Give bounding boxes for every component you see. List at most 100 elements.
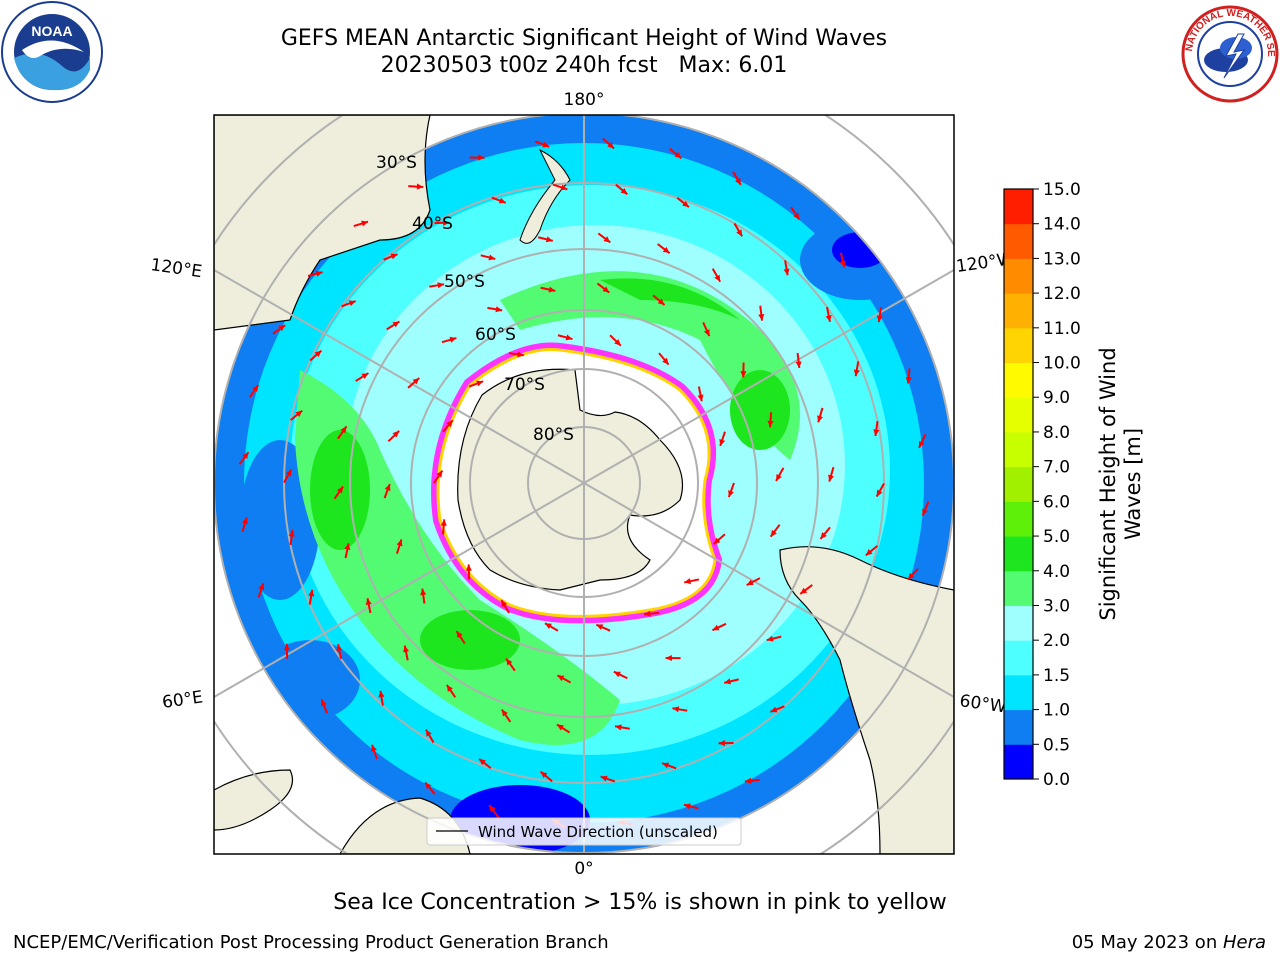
wave-direction-arrowhead	[719, 438, 726, 446]
wave-direction-arrowhead	[825, 315, 832, 322]
lon-label-0: 0°	[574, 859, 593, 879]
noaa-logo: NOAA	[1, 1, 103, 103]
wave-direction-arrowhead	[283, 643, 290, 651]
wave-direction-arrowhead	[288, 530, 295, 537]
colorbar-tick-label: 8.0	[1043, 423, 1070, 443]
svg-text:NOAA: NOAA	[31, 23, 72, 39]
colorbar-tick-label: 3.0	[1043, 596, 1070, 616]
colorbar-label-line1: Significant Height of Wind	[1096, 347, 1120, 620]
wave-direction-arrowhead	[674, 151, 682, 159]
colorbar-tick-label: 10.0	[1043, 354, 1081, 374]
colorbar-segment	[1004, 223, 1033, 259]
wave-direction-arrowhead	[308, 589, 315, 597]
wave-direction-arrowhead	[446, 684, 453, 692]
wave-direction-arrowhead	[252, 384, 259, 392]
colorbar-segments	[1004, 189, 1033, 780]
colorbar-tick-label: 1.5	[1043, 666, 1070, 686]
wave-direction-arrowhead	[371, 744, 377, 752]
colorbar-tick-label: 11.0	[1043, 319, 1081, 339]
wave-direction-arrowhead	[498, 197, 506, 204]
lat-label-70s: 70°S	[504, 375, 545, 395]
wave-direction-arrowhead	[783, 268, 790, 276]
colorbar-segment	[1004, 397, 1033, 433]
wave-direction-arrowhead	[517, 351, 524, 358]
colorbar-tick-label: 1.0	[1043, 701, 1070, 721]
wave-direction-arrowhead	[560, 184, 568, 191]
wave-direction-arrowhead	[600, 775, 608, 782]
wave-direction-arrowhead	[340, 426, 347, 434]
wave-direction-arrowhead	[392, 321, 400, 328]
wave-direction-arrowhead	[314, 350, 322, 358]
wave-direction-arrowhead	[776, 473, 782, 481]
lon-label-180: 180°	[564, 90, 605, 110]
colorbar: 0.0 0.5 1.0 1.5 2.0 3.0 4.0 5.0 6.0 7.0 8.0 9.0 10.0…	[1003, 180, 1145, 790]
colorbar-frame	[1003, 188, 1034, 780]
wave-direction-arrowhead	[548, 286, 556, 293]
legend-label: Wind Wave Direction (unscaled)	[478, 823, 718, 841]
colorbar-tick-label: 12.0	[1043, 284, 1081, 304]
wave-direction-arrowhead	[712, 624, 720, 631]
wave-direction-arrowhead	[603, 236, 611, 243]
lat-label-60s: 60°S	[475, 325, 516, 345]
wave-direction-arrowhead	[437, 282, 445, 289]
wave-direction-arrowhead	[242, 517, 248, 525]
colorbar-segment	[1004, 744, 1033, 780]
map-legend: Wind Wave Direction (unscaled)	[426, 817, 742, 846]
wave-direction-arrowhead	[557, 675, 565, 682]
lon-label-120e: 120°E	[149, 255, 203, 282]
wave-direction-arrowhead	[545, 236, 553, 243]
wave-direction-arrowhead	[828, 474, 834, 482]
colorbar-segment	[1004, 709, 1033, 745]
wave-direction-arrowhead	[295, 410, 303, 417]
colorbar-label-line2: Waves [m]	[1121, 428, 1145, 540]
colorbar-ticks: 0.0 0.5 1.0 1.5 2.0 3.0 4.0 5.0 6.0 7.0 8.0 9.0 10.0…	[1033, 180, 1081, 790]
colorbar-tick-label: 2.0	[1043, 631, 1070, 651]
wave-direction-arrowhead	[703, 329, 710, 337]
colorbar-segment	[1004, 258, 1033, 294]
colorbar-segment	[1004, 466, 1033, 502]
wave-direction-arrowhead	[506, 658, 513, 666]
colorbar-tick-label: 7.0	[1043, 458, 1070, 478]
colorbar-segment	[1004, 189, 1033, 225]
wave-direction-arrowhead	[740, 371, 747, 378]
wave-direction-arrowhead	[767, 420, 774, 428]
colorbar-segment	[1004, 293, 1033, 329]
lat-label-50s: 50°S	[444, 272, 485, 292]
wave-direction-arrowhead	[456, 631, 463, 639]
africa-land	[214, 769, 294, 831]
wave-direction-arrowhead	[613, 671, 621, 678]
wave-direction-arrowhead	[817, 415, 823, 423]
wave-direction-arrowhead	[865, 549, 873, 556]
colorbar-tick-label: 15.0	[1043, 180, 1081, 200]
wave-direction-arrowhead	[556, 724, 564, 731]
wave-direction-arrowhead	[839, 260, 846, 268]
wave-direction-arrowhead	[922, 508, 928, 516]
wave-direction-arrowhead	[416, 183, 424, 190]
sea-ice-note: Sea Ice Concentration > 15% is shown in …	[333, 890, 947, 915]
wave-direction-arrowhead	[770, 706, 778, 713]
wave-direction-arrowhead	[361, 220, 369, 227]
wave-direction-arrowhead	[744, 777, 752, 784]
wave-direction-arrowhead	[644, 610, 651, 617]
colorbar-segment	[1004, 501, 1033, 537]
wave-direction-arrowhead	[795, 361, 802, 368]
new-zealand-land	[519, 148, 571, 244]
wave-direction-arrowhead	[713, 537, 721, 545]
map-frame	[213, 114, 955, 855]
colorbar-tick-label: 0.0	[1043, 770, 1070, 790]
footer-date: 05 May 2023 on Hera	[1072, 932, 1266, 953]
wave-direction-arrowhead	[540, 771, 548, 779]
wave-direction-arrowhead	[758, 313, 765, 321]
wave-direction-arrowhead	[596, 624, 604, 630]
wave-direction-arrowhead	[665, 655, 672, 662]
wave-direction-arrowhead	[478, 154, 485, 161]
footer-credit: NCEP/EMC/Verification Post Processing Pr…	[13, 932, 609, 953]
wave-direction-arrowhead	[489, 805, 496, 813]
colorbar-segment	[1004, 536, 1033, 572]
wave-direction-arrowhead	[396, 539, 403, 547]
wave-direction-arrowhead	[766, 635, 774, 642]
wave-direction-arrowhead	[315, 270, 323, 277]
wave-direction-arrowhead	[620, 187, 628, 195]
lat-label-30s: 30°S	[376, 153, 417, 173]
wave-direction-arrowhead	[697, 394, 704, 402]
